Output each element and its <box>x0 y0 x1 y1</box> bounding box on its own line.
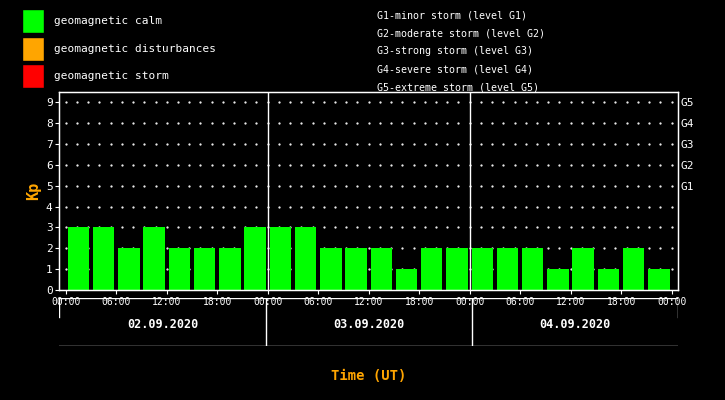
Bar <box>597 269 619 290</box>
Bar <box>497 248 518 290</box>
Bar <box>169 248 190 290</box>
Text: geomagnetic calm: geomagnetic calm <box>54 16 162 26</box>
Bar <box>471 248 493 290</box>
Text: geomagnetic storm: geomagnetic storm <box>54 71 169 81</box>
Bar <box>67 228 89 290</box>
Bar <box>396 269 418 290</box>
Bar <box>194 248 215 290</box>
Bar <box>144 228 165 290</box>
Text: geomagnetic disturbances: geomagnetic disturbances <box>54 44 216 54</box>
Text: G4-severe storm (level G4): G4-severe storm (level G4) <box>377 64 533 74</box>
Bar <box>421 248 442 290</box>
Bar <box>345 248 367 290</box>
Text: G3-strong storm (level G3): G3-strong storm (level G3) <box>377 46 533 56</box>
Text: G5-extreme storm (level G5): G5-extreme storm (level G5) <box>377 82 539 92</box>
Bar <box>219 248 241 290</box>
Bar <box>244 228 266 290</box>
Text: 02.09.2020: 02.09.2020 <box>127 318 198 331</box>
FancyBboxPatch shape <box>22 64 44 88</box>
Bar <box>295 228 316 290</box>
Text: 03.09.2020: 03.09.2020 <box>333 318 405 331</box>
Bar <box>270 228 291 290</box>
Y-axis label: Kp: Kp <box>27 182 41 200</box>
Text: G2-moderate storm (level G2): G2-moderate storm (level G2) <box>377 28 545 38</box>
Bar <box>573 248 594 290</box>
FancyBboxPatch shape <box>22 37 44 61</box>
Bar <box>547 269 568 290</box>
Bar <box>648 269 670 290</box>
Bar <box>118 248 140 290</box>
Bar <box>93 228 115 290</box>
Bar <box>447 248 468 290</box>
Text: G1-minor storm (level G1): G1-minor storm (level G1) <box>377 10 527 20</box>
Bar <box>522 248 544 290</box>
Bar <box>370 248 392 290</box>
Bar <box>623 248 645 290</box>
Text: Time (UT): Time (UT) <box>331 369 406 383</box>
Text: 04.09.2020: 04.09.2020 <box>539 318 610 331</box>
Bar <box>320 248 341 290</box>
FancyBboxPatch shape <box>22 9 44 33</box>
